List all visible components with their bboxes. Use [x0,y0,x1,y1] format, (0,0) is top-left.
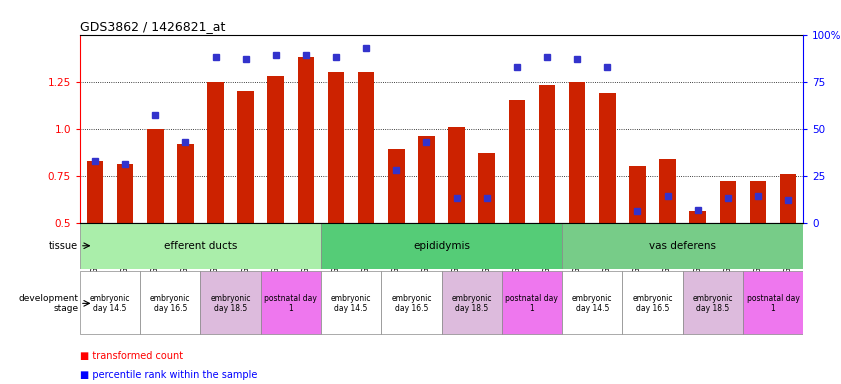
FancyBboxPatch shape [562,223,803,269]
Text: epididymis: epididymis [413,241,470,251]
Bar [690,212,706,223]
FancyBboxPatch shape [743,271,803,334]
FancyBboxPatch shape [140,271,200,334]
FancyBboxPatch shape [321,223,562,269]
Bar [479,153,495,223]
Text: vas deferens: vas deferens [649,241,717,251]
Bar [267,76,284,223]
Text: development
stage: development stage [19,294,78,313]
Text: efferent ducts: efferent ducts [164,241,237,251]
FancyBboxPatch shape [321,271,381,334]
Text: ■ percentile rank within the sample: ■ percentile rank within the sample [80,370,257,380]
Bar [749,181,766,223]
FancyBboxPatch shape [261,271,321,334]
Bar [629,166,646,223]
Text: embryonic
day 16.5: embryonic day 16.5 [150,294,191,313]
Text: embryonic
day 18.5: embryonic day 18.5 [210,294,251,313]
Bar [207,82,224,223]
Text: embryonic
day 14.5: embryonic day 14.5 [90,294,130,313]
Bar [177,144,193,223]
FancyBboxPatch shape [502,271,562,334]
Bar [328,72,344,223]
Text: ■ transformed count: ■ transformed count [80,351,183,361]
Text: embryonic
day 16.5: embryonic day 16.5 [391,294,431,313]
Text: postnatal day
1: postnatal day 1 [747,294,800,313]
Bar [117,164,134,223]
Text: postnatal day
1: postnatal day 1 [264,294,317,313]
Bar [448,127,465,223]
Text: embryonic
day 16.5: embryonic day 16.5 [632,294,673,313]
Bar [298,57,315,223]
Text: embryonic
day 18.5: embryonic day 18.5 [452,294,492,313]
Text: GDS3862 / 1426821_at: GDS3862 / 1426821_at [80,20,225,33]
Bar [569,82,585,223]
Bar [147,129,163,223]
FancyBboxPatch shape [683,271,743,334]
FancyBboxPatch shape [200,271,261,334]
FancyBboxPatch shape [80,271,140,334]
Bar [358,72,374,223]
Text: postnatal day
1: postnatal day 1 [505,294,558,313]
FancyBboxPatch shape [80,223,321,269]
Bar [87,161,103,223]
Bar [599,93,616,223]
Bar [539,85,555,223]
Text: embryonic
day 18.5: embryonic day 18.5 [692,294,733,313]
Text: embryonic
day 14.5: embryonic day 14.5 [572,294,612,313]
Bar [780,174,796,223]
Bar [509,101,525,223]
Bar [659,159,676,223]
Bar [388,149,405,223]
Text: embryonic
day 14.5: embryonic day 14.5 [331,294,372,313]
FancyBboxPatch shape [442,271,502,334]
Bar [237,91,254,223]
Bar [418,136,435,223]
FancyBboxPatch shape [562,271,622,334]
FancyBboxPatch shape [381,271,442,334]
FancyBboxPatch shape [622,271,683,334]
Bar [720,181,736,223]
Text: tissue: tissue [50,241,78,251]
